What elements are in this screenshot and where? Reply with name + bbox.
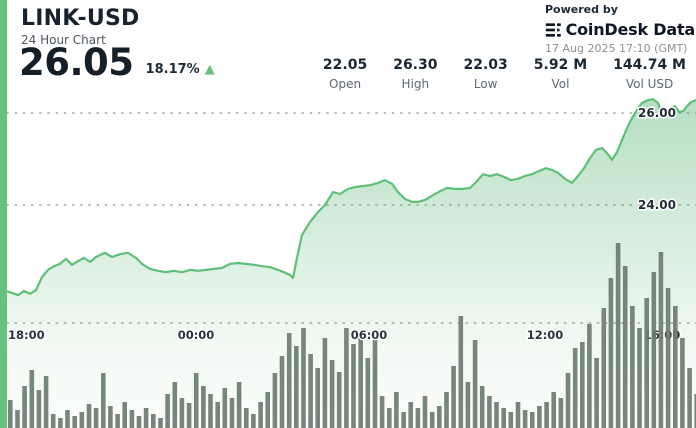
- brand-block: Powered by CoinDesk Data 17 Aug 2025 17:…: [545, 3, 695, 55]
- svg-text:06:00: 06:00: [351, 328, 388, 342]
- stat-high-label: High: [401, 77, 430, 91]
- current-price: 26.05: [19, 41, 134, 84]
- stat-vol-value: 5.92 M: [533, 57, 588, 73]
- svg-text:26.00: 26.00: [638, 106, 676, 120]
- powered-by-label: Powered by: [545, 3, 618, 16]
- title-block: LINK-USD 24 Hour Chart: [21, 6, 140, 48]
- change-percent: 18.17%: [145, 61, 200, 77]
- svg-text:12:00: 12:00: [527, 328, 564, 342]
- volume-bars: [8, 243, 696, 428]
- stat-low-label: Low: [473, 77, 498, 91]
- gridlines: [6, 112, 696, 324]
- pair-title: LINK-USD: [21, 6, 140, 31]
- coindesk-data-link[interactable]: CoinDesk Data: [545, 20, 695, 39]
- brand-name: CoinDesk Data: [565, 20, 696, 39]
- svg-text:24.00: 24.00: [638, 198, 676, 212]
- price-line: [4, 98, 696, 297]
- coindesk-logo-icon: [545, 22, 561, 37]
- price-block: 26.05 18.17% ▲: [19, 41, 215, 84]
- chart-subtitle: 24 Hour Chart: [21, 33, 106, 48]
- stat-open: 22.05 Open: [323, 57, 367, 91]
- timestamp: 17 Aug 2025 17:10 (GMT): [545, 42, 688, 55]
- price-change: 18.17% ▲: [146, 62, 215, 77]
- price-area: [6, 99, 696, 428]
- stat-vol-label: Vol: [551, 77, 570, 91]
- triangle-up-icon: ▲: [204, 61, 215, 77]
- stat-open-value: 22.05: [322, 57, 368, 73]
- accent-bar: [0, 0, 7, 428]
- stat-low: 22.03 Low: [464, 57, 508, 91]
- svg-text:00:00: 00:00: [178, 328, 215, 342]
- stat-high-value: 26.30: [393, 57, 438, 73]
- x-tick-labels: 18:00 00:00 06:00 12:00: [7, 327, 565, 344]
- stat-vol-usd-value: 144.74 M: [613, 57, 686, 73]
- y-axis-labels: 26.00 24.00: [637, 105, 678, 214]
- svg-text:18:00: 18:00: [8, 328, 45, 342]
- stats-row: 22.05 Open 26.30 High 22.03 Low 5.92 M V…: [323, 57, 686, 91]
- stat-vol-usd-label: Vol USD: [625, 77, 674, 91]
- stat-vol-usd: 144.74 M Vol USD: [613, 57, 686, 91]
- stat-low-value: 22.03: [463, 57, 508, 73]
- stat-vol: 5.92 M Vol: [534, 57, 587, 91]
- stat-high: 26.30 High: [393, 57, 437, 91]
- stat-open-label: Open: [329, 77, 362, 91]
